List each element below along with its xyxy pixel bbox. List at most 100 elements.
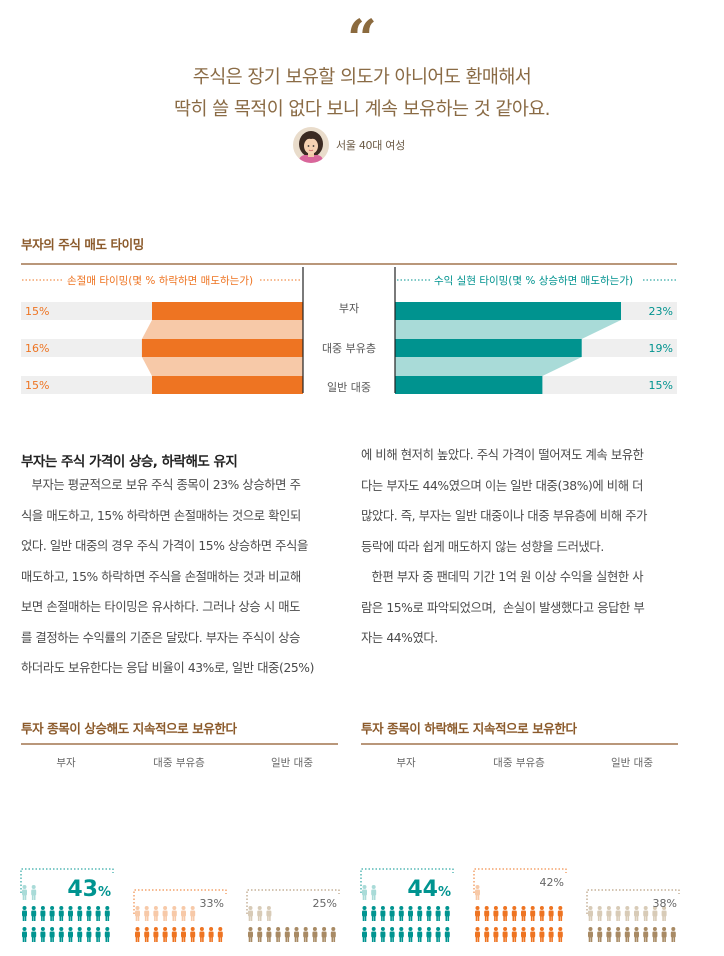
bar-left [152, 376, 303, 394]
person-icon [40, 906, 46, 921]
person-icon [389, 906, 395, 921]
person-icon [181, 906, 186, 921]
person-icon [615, 906, 621, 921]
person-icon [557, 906, 563, 921]
person-icon [31, 885, 37, 900]
person-icon [68, 927, 73, 942]
person-icon [248, 927, 253, 942]
person-icon [615, 927, 621, 942]
person-icon [181, 927, 186, 942]
col2-line: 에 비해 현저히 높았다. 주식 가격이 떨어져도 계속 보유한 [361, 448, 644, 462]
person-icon [521, 906, 526, 921]
section1-rule [21, 263, 677, 265]
col2-line: 많았다. 즉, 부자는 일반 대중이나 대중 부유층에 비해 주가 [361, 509, 648, 523]
bar-right [395, 339, 582, 357]
timing-chart: 15% 23% 부자 16% 19% 대중 부유층 15% 15% 일반 대중 손절매 타이밍(… [21, 267, 677, 394]
value-label-left: 15% [25, 305, 49, 318]
person-icon [530, 927, 536, 942]
right-header: 수익 실현 타이밍(몇 % 상승하면 매도하는가) [434, 274, 633, 287]
person-icon [484, 906, 490, 921]
bar-left [152, 302, 303, 320]
person-icon [135, 927, 140, 942]
person-icon [303, 927, 309, 942]
category-label: 일반 대중 [611, 756, 653, 769]
person-icon [502, 927, 508, 942]
quote-line-1: 주식은 장기 보유할 의도가 아니어도 환매해서 [192, 67, 532, 88]
person-icon [22, 927, 27, 942]
col2-line: 람은 15%로 파악되었으며, 손실이 발생했다고 응답한 부 [361, 600, 645, 615]
person-icon [484, 927, 490, 942]
person-icon [104, 927, 110, 942]
article-col1: 부자는 평균적으로 보유 주식 종목이 23% 상승하면 주 식을 매도하고, … [21, 470, 338, 684]
person-icon [40, 927, 46, 942]
bar-right [395, 376, 543, 394]
rise-chart-title: 투자 종목이 상승해도 지속적으로 보유한다 [21, 721, 237, 736]
connector-left [141, 320, 303, 339]
category-label: 대중 부유층 [493, 757, 545, 769]
article-title: 부자는 주식 가격이 상승, 하락해도 유지 [21, 454, 238, 470]
person-icon [248, 906, 253, 921]
person-icon [49, 927, 55, 942]
person-icon [548, 906, 554, 921]
person-icon [606, 927, 612, 942]
col1-line: 식을 매도하고, 15% 하락하면 손절매하는 것으로 확인되 [21, 508, 301, 523]
person-icon [475, 906, 480, 921]
left-header: 손절매 타이밍(몇 % 하락하면 매도하는가) [67, 274, 253, 287]
person-icon [389, 927, 395, 942]
person-icon [380, 927, 386, 942]
connector-left [141, 357, 303, 376]
person-icon [58, 927, 64, 942]
person-icon [22, 885, 27, 900]
person-icon [31, 927, 37, 942]
person-icon [530, 906, 536, 921]
col1-line: 부자는 평균적으로 보유 주식 종목이 23% 상승하면 주 [21, 478, 301, 492]
person-icon [312, 927, 318, 942]
person-icon [77, 927, 83, 942]
person-icon [444, 906, 450, 921]
person-icon [68, 906, 73, 921]
value-frame [473, 868, 567, 893]
person-icon [426, 927, 432, 942]
person-icon [435, 927, 441, 942]
section1-title: 부자의 주식 매도 타이밍 [21, 237, 144, 252]
category-label: 일반 대중 [271, 756, 313, 769]
category-label: 대중 부유층 [322, 342, 376, 355]
person-icon [144, 906, 150, 921]
person-icon [398, 927, 404, 942]
person-icon [330, 927, 336, 942]
person-icon [95, 927, 101, 942]
person-icon [624, 906, 630, 921]
person-icon [588, 906, 593, 921]
connector-right [395, 357, 582, 376]
person-icon [86, 927, 92, 942]
person-icon [426, 906, 432, 921]
bar-left [141, 339, 303, 357]
quote-line-2: 딱히 쓸 목적이 없다 보니 계속 보유하는 것 같아요. [174, 99, 551, 120]
person-icon [511, 906, 517, 921]
person-icon [284, 927, 290, 942]
category-label: 대중 부유층 [153, 757, 205, 769]
person-icon [275, 927, 281, 942]
person-icon [597, 927, 603, 942]
person-icon [266, 927, 272, 942]
person-icon [144, 927, 150, 942]
value-frame [133, 889, 227, 914]
col2-line: 다는 부자도 44%였으며 이는 일반 대중(38%)에 비해 더 [361, 478, 644, 493]
person-icon [539, 906, 545, 921]
value-label: 43% [67, 877, 111, 902]
col2-line: 한편 부자 중 팬데믹 기간 1억 원 이상 수익을 실현한 사 [361, 570, 644, 584]
person-icon [493, 906, 499, 921]
person-icon [371, 927, 377, 942]
category-label: 부자 [396, 757, 416, 769]
person-icon [86, 906, 92, 921]
person-icon [31, 906, 37, 921]
person-icon [162, 906, 168, 921]
col1-line: 매도하고, 15% 하락하면 주식을 손절매하는 것과 비교해 [21, 569, 301, 584]
holding-charts: 부자 43% 대중 부유층 33% 일반 대중 25% 부자 44% 대중 부유층 42% 일반 대… [20, 756, 680, 942]
person-icon [557, 927, 563, 942]
person-icon [208, 927, 214, 942]
fall-chart-rule [361, 743, 678, 745]
value-frame [20, 868, 114, 893]
person-icon [652, 906, 658, 921]
rise-chart-rule [21, 743, 338, 745]
